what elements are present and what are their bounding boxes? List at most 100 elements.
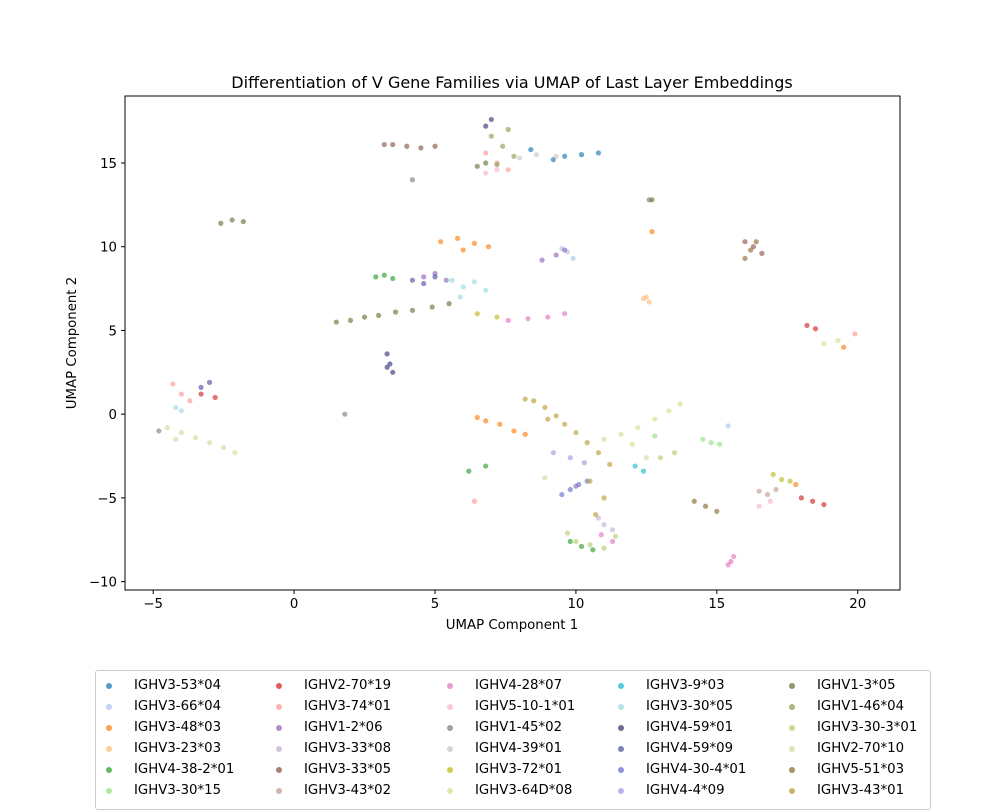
- legend-marker: [447, 745, 453, 752]
- legend-label: IGHV3-30*05: [646, 699, 734, 714]
- legend-label: IGHV4-30-4*01: [646, 762, 747, 777]
- x-tick-label: 15: [708, 597, 725, 612]
- scatter-point: [553, 413, 559, 419]
- scatter-point: [483, 463, 489, 469]
- legend-label: IGHV4-38-2*01: [134, 762, 235, 777]
- scatter-point: [432, 143, 438, 149]
- scatter-point: [347, 317, 354, 323]
- scatter-point: [595, 150, 602, 156]
- scatter-point: [212, 394, 218, 401]
- legend-entry: IGHV3-64D*08: [437, 780, 575, 801]
- legend-label: IGHV3-64D*08: [475, 783, 573, 798]
- legend-entry: IGHV1-45*02: [437, 717, 575, 738]
- legend-column: IGHV1-3*05 IGHV1-46*04 IGHV3-30-3*01 IGHV2-…: [779, 675, 917, 801]
- legend-label: IGHV3-74*01: [304, 699, 392, 714]
- scatter-point: [173, 404, 179, 411]
- scatter-point: [240, 218, 246, 225]
- scatter-point: [376, 312, 382, 318]
- scatter-point: [511, 428, 517, 434]
- legend-label: IGHV4-4*09: [646, 783, 725, 798]
- scatter-point: [731, 553, 737, 560]
- plot-frame: [124, 95, 901, 591]
- scatter-point: [418, 145, 424, 151]
- scatter-point: [483, 150, 489, 156]
- legend-label: IGHV4-59*01: [646, 720, 734, 735]
- scatter-point: [488, 133, 494, 139]
- scatter-point: [342, 411, 348, 417]
- scatter-point: [483, 418, 489, 424]
- legend-entry: IGHV5-51*03: [779, 759, 917, 780]
- y-tick-label: −10: [89, 576, 117, 591]
- scatter-point: [756, 503, 762, 509]
- scatter-point: [528, 146, 534, 153]
- scatter-point: [691, 498, 697, 504]
- scatter-point: [221, 445, 227, 451]
- scatter-point: [497, 421, 503, 427]
- legend-label: IGHV3-33*05: [304, 762, 392, 777]
- scatter-point: [609, 527, 616, 533]
- scatter-point: [835, 337, 841, 344]
- legend-column: IGHV4-28*07 IGHV5-10-1*01 IGHV1-45*02 IGHV4…: [437, 675, 575, 801]
- legend-entry: IGHV3-33*08: [266, 738, 391, 759]
- legend-label: IGHV3-43*02: [304, 783, 392, 798]
- scatter-point: [483, 160, 489, 166]
- scatter-point: [392, 309, 399, 315]
- scatter-point: [742, 239, 748, 245]
- scatter-point: [381, 272, 387, 278]
- legend-marker: [618, 703, 624, 710]
- legend-marker: [106, 745, 112, 752]
- scatter-point: [505, 167, 511, 173]
- legend-marker: [447, 724, 453, 731]
- legend-entry: IGHV4-30-4*01: [608, 759, 746, 780]
- scatter-point: [567, 455, 573, 461]
- scatter-point: [649, 229, 655, 235]
- scatter-point: [578, 152, 585, 158]
- legend-marker: [276, 724, 282, 731]
- legend-label: IGHV2-70*19: [304, 678, 392, 693]
- y-tick-label: 0: [109, 408, 117, 423]
- scatter-point: [449, 277, 455, 283]
- legend-label: IGHV3-53*04: [134, 678, 222, 693]
- scatter-point: [652, 433, 658, 439]
- scatter-point: [390, 275, 396, 282]
- legend-marker: [618, 724, 624, 731]
- legend-entry: IGHV4-38-2*01: [96, 759, 234, 780]
- legend-marker: [106, 787, 112, 794]
- y-tick-label: 5: [109, 324, 117, 339]
- scatter-point: [559, 491, 565, 498]
- legend-entry: IGHV3-53*04: [96, 675, 234, 696]
- legend-label: IGHV3-30*15: [134, 783, 222, 798]
- legend: IGHV3-53*04 IGHV3-66*04 IGHV3-48*03 IGHV3-2…: [95, 670, 931, 810]
- legend-entry: IGHV3-66*04: [96, 696, 234, 717]
- scatter-point: [409, 307, 416, 313]
- y-tick-label: −5: [97, 492, 117, 507]
- x-tick-label: −5: [143, 597, 163, 612]
- scatter-point: [505, 126, 511, 133]
- legend-entry: IGHV2-70*19: [266, 675, 391, 696]
- scatter-point: [671, 450, 678, 456]
- legend-column: IGHV3-9*03 IGHV3-30*05 IGHV4-59*01 IGHV4-59…: [608, 675, 746, 801]
- scatter-point: [748, 247, 754, 253]
- x-tick-label: 20: [849, 597, 866, 612]
- legend-column: IGHV3-53*04 IGHV3-66*04 IGHV3-48*03 IGHV3-2…: [96, 675, 234, 801]
- legend-entry: IGHV3-48*03: [96, 717, 234, 738]
- legend-marker: [618, 682, 624, 689]
- legend-marker: [106, 724, 112, 731]
- scatter-point: [764, 491, 771, 498]
- scatter-point: [505, 317, 511, 323]
- scatter-point: [657, 455, 664, 461]
- scatter-point: [178, 408, 184, 414]
- legend-label: IGHV3-66*04: [134, 699, 222, 714]
- legend-marker: [618, 745, 624, 752]
- scatter-point: [635, 424, 641, 431]
- scatter-point: [570, 255, 576, 262]
- legend-entry: IGHV3-9*03: [608, 675, 746, 696]
- scatter-point: [500, 143, 506, 149]
- scatter-point: [460, 284, 466, 290]
- scatter-point: [474, 414, 480, 421]
- scatter-point: [542, 475, 548, 481]
- legend-marker: [789, 682, 795, 689]
- scatter-point: [753, 239, 759, 245]
- legend-label: IGHV3-72*01: [475, 762, 563, 777]
- y-tick-label: 15: [100, 157, 117, 172]
